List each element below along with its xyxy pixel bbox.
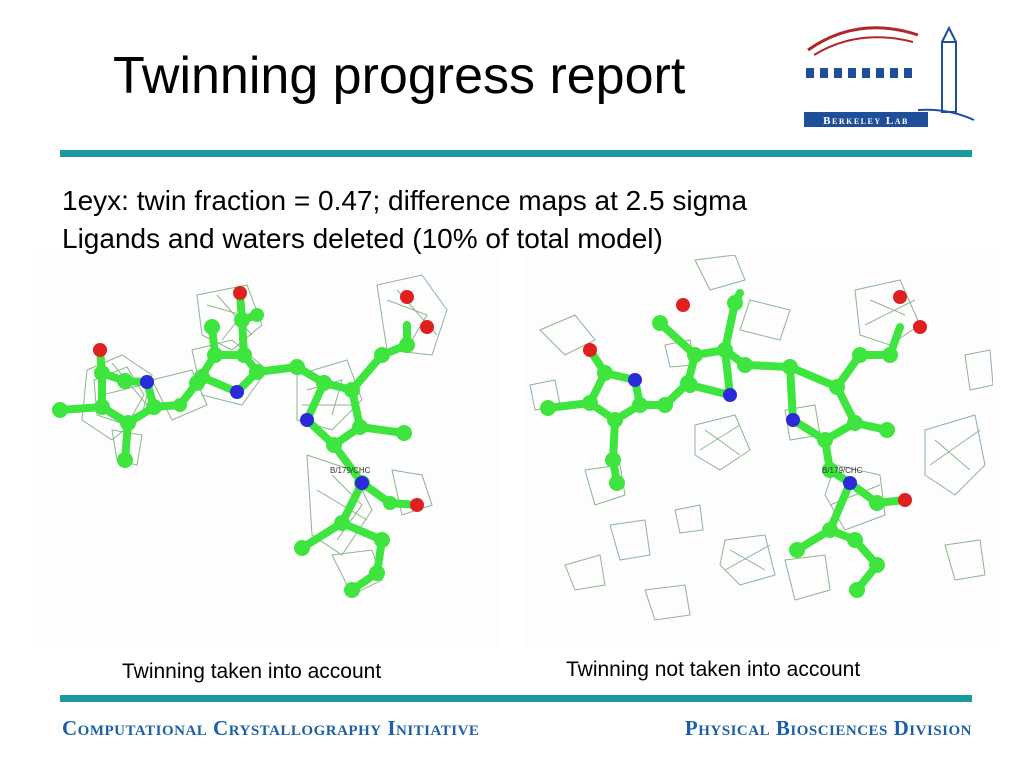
berkeley-lab-logo: Berkeley Lab	[798, 20, 976, 132]
caption-twinning-not-accounted: Twinning not taken into account	[566, 658, 861, 681]
footer-right: Physical Biosciences Division	[684, 716, 972, 740]
bottom-divider	[60, 695, 972, 702]
density-map-twinning-accounted: B/179/CHC	[32, 255, 500, 647]
atom-label-right: B/179/CHC	[822, 466, 863, 475]
top-divider	[60, 150, 972, 157]
bullet-list: 1eyx: twin fraction = 0.47; difference m…	[62, 182, 747, 258]
density-map-twinning-not-accounted: B/179/CHC	[525, 255, 993, 647]
logo-text: Berkeley Lab	[823, 115, 909, 127]
slide-title: Twinning progress report	[113, 47, 686, 105]
bullet-line-2: Ligands and waters deleted (10% of total…	[62, 223, 663, 254]
footer-left: Computational Crystallography Initiative	[62, 716, 480, 740]
bullet-line-1: 1eyx: twin fraction = 0.47; difference m…	[62, 185, 748, 216]
atom-label-left: B/179/CHC	[330, 466, 371, 475]
caption-twinning-accounted: Twinning taken into account	[122, 660, 382, 683]
